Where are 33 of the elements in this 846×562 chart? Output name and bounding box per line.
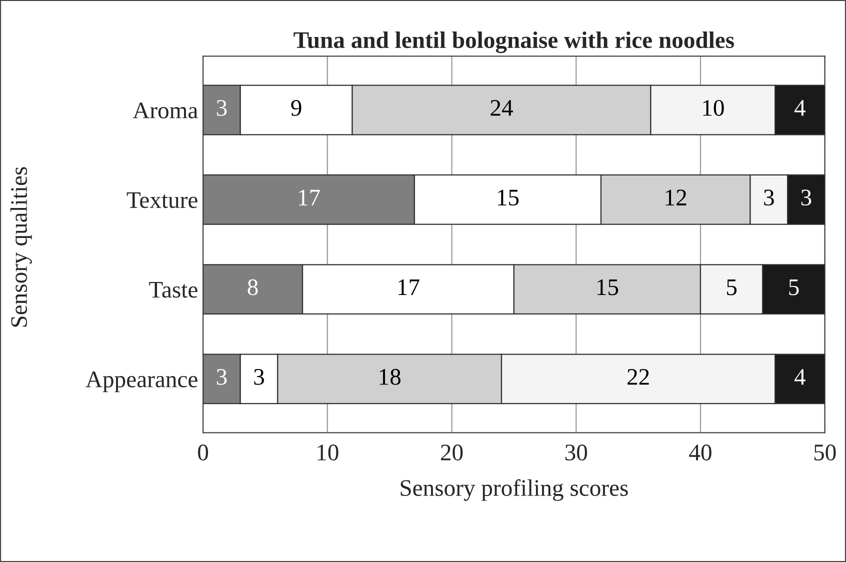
y-tick-label: Taste	[149, 282, 198, 298]
data-label: 3	[216, 368, 227, 385]
x-tick-label: 40	[689, 444, 712, 460]
data-label: 9	[291, 100, 302, 116]
data-label: 8	[248, 279, 258, 296]
x-tick-label: 20	[440, 444, 463, 460]
x-tick-label: 10	[318, 444, 338, 460]
data-label: 17	[398, 279, 420, 295]
data-label: 15	[597, 279, 618, 296]
y-tick-label: Aroma	[132, 102, 198, 118]
data-label: 4	[794, 369, 806, 385]
chart-title: Tuna and lentil bolognaise with rice noodles	[294, 31, 734, 54]
data-label: 22	[628, 368, 649, 385]
data-label: 4	[794, 100, 806, 116]
y-axis-title: Sensory qualities	[10, 167, 32, 327]
x-axis-title: Sensory profiling scores	[400, 479, 628, 501]
data-label: 12	[666, 190, 686, 206]
data-label: 3	[764, 190, 774, 206]
x-tick-label: 30	[565, 444, 588, 460]
data-label: 3	[254, 368, 264, 385]
y-tick-label: Texture	[126, 192, 198, 208]
data-label: 17	[299, 190, 320, 206]
data-label: 15	[498, 190, 519, 206]
x-tick-label: 50	[814, 444, 836, 460]
data-label: 5	[789, 280, 799, 296]
data-label: 3	[801, 190, 812, 206]
data-label: 18	[380, 368, 400, 385]
y-tick-label: Appearance	[86, 372, 198, 392]
x-tick-label: 0	[198, 444, 208, 460]
data-label: 3	[216, 100, 227, 116]
data-label: 10	[703, 100, 724, 116]
data-label: 5	[727, 280, 737, 296]
data-label: 24	[490, 100, 513, 116]
